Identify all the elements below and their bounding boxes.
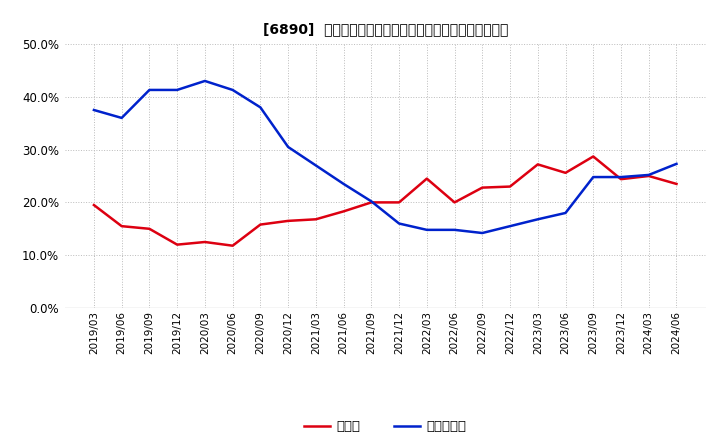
Title: [6890]  現預金、有利子負債の総資産に対する比率の推移: [6890] 現預金、有利子負債の総資産に対する比率の推移 — [263, 22, 508, 36]
有利子負債 — [145, 87, 154, 92]
Line: 有利子負債: 有利子負債 — [94, 81, 677, 233]
有利子負債 — [284, 144, 292, 150]
現預金 — [672, 181, 681, 187]
有利子負債 — [228, 87, 237, 92]
Legend: 現預金, 有利子負債: 現預金, 有利子負債 — [299, 415, 472, 439]
有利子負債 — [423, 227, 431, 232]
現預金 — [423, 176, 431, 181]
現預金 — [644, 173, 653, 179]
有利子負債 — [173, 87, 181, 92]
有利子負債 — [312, 163, 320, 168]
有利子負債 — [89, 107, 98, 113]
有利子負債 — [616, 174, 625, 180]
現預金 — [145, 226, 154, 231]
現預金 — [201, 239, 210, 245]
有利子負債 — [644, 172, 653, 178]
現預金 — [478, 185, 487, 190]
現預金 — [339, 209, 348, 214]
現預金 — [450, 200, 459, 205]
有利子負債 — [561, 210, 570, 216]
現預金 — [312, 216, 320, 222]
有利子負債 — [672, 161, 681, 166]
有利子負債 — [395, 221, 403, 226]
現預金 — [367, 200, 376, 205]
現預金 — [561, 170, 570, 176]
有利子負債 — [117, 115, 126, 121]
有利子負債 — [589, 174, 598, 180]
有利子負債 — [534, 216, 542, 222]
現預金 — [589, 154, 598, 159]
有利子負債 — [201, 78, 210, 84]
有利子負債 — [505, 224, 514, 229]
有利子負債 — [256, 105, 265, 110]
有利子負債 — [478, 231, 487, 236]
現預金 — [228, 243, 237, 248]
現預金 — [89, 202, 98, 208]
有利子負債 — [450, 227, 459, 232]
現預金 — [117, 224, 126, 229]
Line: 現預金: 現預金 — [94, 157, 677, 246]
現預金 — [256, 222, 265, 227]
現預金 — [395, 200, 403, 205]
現預金 — [505, 184, 514, 189]
現預金 — [534, 162, 542, 167]
有利子負債 — [367, 199, 376, 204]
現預金 — [173, 242, 181, 247]
現預金 — [284, 218, 292, 224]
有利子負債 — [339, 181, 348, 187]
現預金 — [616, 176, 625, 182]
